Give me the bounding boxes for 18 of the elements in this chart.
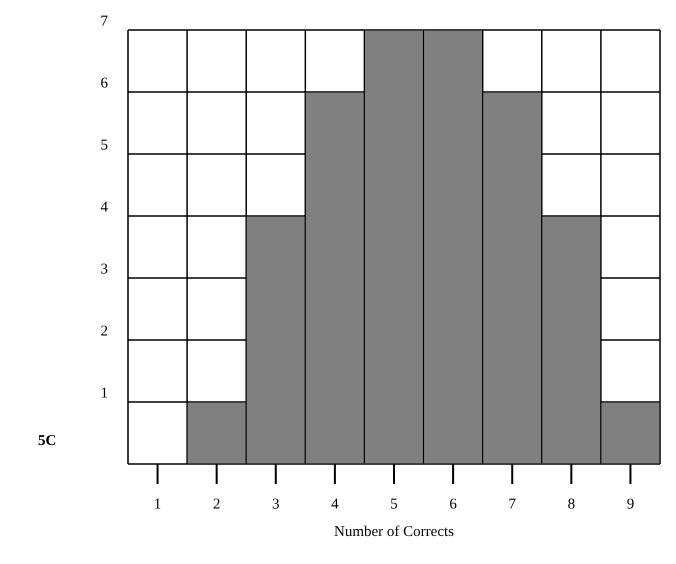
- x-tick-label: 4: [331, 496, 340, 513]
- x-tick-label: 6: [449, 496, 458, 513]
- y-tick-label: 7: [100, 13, 108, 30]
- text: 5C: [38, 433, 56, 450]
- y-tick-label: 3: [100, 261, 108, 278]
- x-tick-label: 9: [626, 496, 634, 513]
- x-tick-label: 7: [508, 496, 516, 513]
- x-tick-label: 5: [390, 496, 398, 513]
- y-tick-label: 4: [100, 199, 108, 216]
- x-tick-label: 8: [568, 496, 576, 513]
- x-axis-title: Number of Corrects: [334, 524, 454, 540]
- y-tick-label: 5: [100, 137, 108, 154]
- x-tick-label: 3: [272, 496, 280, 513]
- y-tick-label: 2: [100, 323, 108, 340]
- y-tick-label: 6: [100, 75, 108, 92]
- x-tick-label: 1: [154, 496, 162, 513]
- x-tick-label: 2: [212, 496, 220, 513]
- y-tick-label: 1: [100, 385, 108, 402]
